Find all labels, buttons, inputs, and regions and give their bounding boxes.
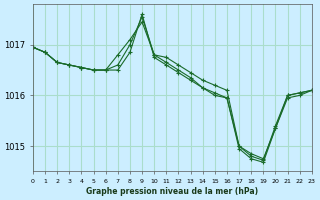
X-axis label: Graphe pression niveau de la mer (hPa): Graphe pression niveau de la mer (hPa) <box>86 187 259 196</box>
